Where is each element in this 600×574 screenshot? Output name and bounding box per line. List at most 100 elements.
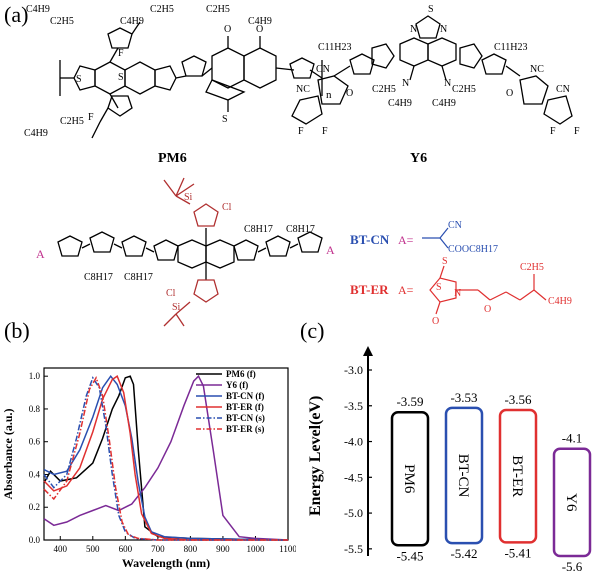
label-c2h5: C2H5 (452, 84, 476, 95)
subscript-n: n (326, 89, 332, 101)
label-s: S (442, 256, 448, 267)
y-axis-label: Absorbance (a.u.) (1, 408, 15, 499)
pm6-structure (59, 21, 323, 139)
label-c4h9: C4H9 (388, 98, 412, 109)
series-line (43, 374, 289, 541)
energy-tick-label: -5.0 (344, 506, 363, 520)
label-c4h9: C4H9 (26, 4, 50, 15)
label-s: S (222, 114, 228, 125)
y6-structure (291, 15, 573, 125)
y-tick-label: 0.2 (29, 502, 40, 512)
energy-axis: -3.0 -3.5 -4.0 -4.5 -5.0 -5.5 (344, 346, 373, 556)
label-cl: Cl (222, 202, 232, 213)
a-end-right: A (326, 243, 335, 257)
label-cooc8h17: COOC8H17 (448, 244, 498, 255)
label-c2h5: C2H5 (50, 16, 74, 27)
lumo-label: -4.1 (562, 431, 583, 446)
chemical-structures: C4H9 C2H5 C2H5 C2H5 C4H9 C4H9 F F S S O … (24, 4, 580, 327)
energy-tick-label: -5.5 (344, 542, 363, 556)
label-c8h17: C8H17 (124, 272, 153, 283)
energy-bar (552, 447, 592, 558)
label-f: F (550, 126, 556, 137)
label-s: S (118, 72, 124, 83)
absorbance-chart: 400 500 600 700 800 900 1000 1100 0.0 0.2 0.4 0.6 0.… (1, 367, 296, 570)
y-tick-label: 0.4 (29, 469, 41, 479)
label-c8h17: C8H17 (286, 224, 315, 235)
series-line (43, 376, 288, 541)
energy-level-diagram: -3.0 -3.5 -4.0 -4.5 -5.0 -5.5 PM6 -3.59 -5.45 BT… (307, 346, 592, 574)
energy-tick-label: -4.0 (344, 435, 363, 449)
label-cn: CN (448, 220, 462, 231)
legend-label: BT-ER (f) (226, 402, 264, 412)
pm6-labels: C4H9 C2H5 C2H5 C2H5 C4H9 C4H9 F F S S O … (24, 4, 332, 139)
label-cn: CN (556, 84, 570, 95)
x-axis-label: Wavelength (nm) (122, 556, 210, 570)
a-end-left: A (36, 247, 45, 261)
bt-cn-group (422, 227, 449, 249)
bt-cn-label: BT-CN (350, 232, 390, 247)
label-n: N (440, 24, 447, 35)
legend-label: BT-CN (s) (226, 413, 265, 423)
label-f: F (88, 112, 94, 123)
label-si: Si (184, 192, 193, 203)
label-nc: NC (296, 84, 310, 95)
label-c4h9: C4H9 (120, 16, 144, 27)
label-c4h9: C4H9 (548, 296, 572, 307)
energy-tick-label: -3.5 (344, 399, 363, 413)
label-o: O (224, 24, 231, 35)
homo-label: -5.6 (562, 559, 583, 574)
y6-labels: S N N C11H23 C11H23 CN NC NC CN N N C2H5… (296, 4, 580, 137)
label-c11h23: C11H23 (318, 42, 352, 53)
energy-tick-label: -4.5 (344, 470, 363, 484)
label-s: S (76, 74, 82, 85)
label-o: O (484, 304, 491, 315)
lumo-label: -3.56 (504, 392, 532, 407)
energy-bar-label: Y6 (563, 493, 579, 512)
label-f: F (574, 126, 580, 137)
label-f: F (118, 48, 124, 59)
label-c11h23: C11H23 (494, 42, 528, 53)
label-s: S (428, 4, 434, 15)
legend-label: Y6 (f) (226, 380, 248, 390)
label-c2h5: C2H5 (372, 84, 396, 95)
label-o: O (256, 24, 263, 35)
homo-label: -5.45 (396, 548, 423, 563)
label-nc: NC (530, 64, 544, 75)
label-n: N (444, 78, 451, 89)
legend-label: BT-ER (s) (226, 424, 264, 434)
bt-cn-a-symbol: A= (398, 233, 414, 247)
label-cl: Cl (166, 288, 176, 299)
label-f: F (322, 126, 328, 137)
label-cn: CN (316, 64, 330, 75)
axis-arrow (363, 346, 373, 356)
energy-bar (444, 406, 484, 545)
energy-bar (390, 410, 430, 547)
label-o: O (346, 88, 353, 99)
legend-label: BT-CN (f) (226, 391, 264, 401)
y-tick-label: 1.0 (29, 371, 41, 381)
energy-axis-label: Energy Level(eV) (307, 396, 324, 516)
legend-label: PM6 (f) (226, 369, 256, 379)
x-tick-label: 600 (119, 544, 133, 554)
bt-sidechains (163, 177, 219, 327)
absorbance-axes: 400 500 600 700 800 900 1000 1100 0.0 0.2 0.4 0.6 0.… (29, 367, 296, 554)
x-tick-label: 400 (54, 544, 68, 554)
x-tick-label: 700 (151, 544, 165, 554)
energy-tick-label: -3.0 (344, 363, 363, 377)
bt-labels: Si Cl Si Cl C8H17 C8H17 C8H17 C8H17 A A (36, 192, 335, 313)
label-n: N (410, 24, 417, 35)
bt-er-label: BT-ER (350, 282, 389, 297)
y-tick-label: 0.0 (29, 535, 41, 545)
label-c2h5: C2H5 (150, 4, 174, 15)
y6-name: Y6 (410, 151, 427, 166)
label-c4h9: C4H9 (432, 98, 456, 109)
label-n: N (454, 288, 461, 299)
energy-bar-label: PM6 (401, 464, 417, 494)
homo-label: -5.42 (450, 546, 477, 561)
y-tick-label: 0.8 (29, 404, 41, 414)
x-tick-label: 900 (216, 544, 230, 554)
bt-er-a-symbol: A= (398, 283, 414, 297)
absorbance-legend: PM6 (f)Y6 (f)BT-CN (f)BT-ER (f)BT-CN (s)… (196, 369, 265, 434)
label-f: F (298, 126, 304, 137)
bt-er-atoms: S O S N O C2H5 C4H9 (432, 256, 572, 327)
